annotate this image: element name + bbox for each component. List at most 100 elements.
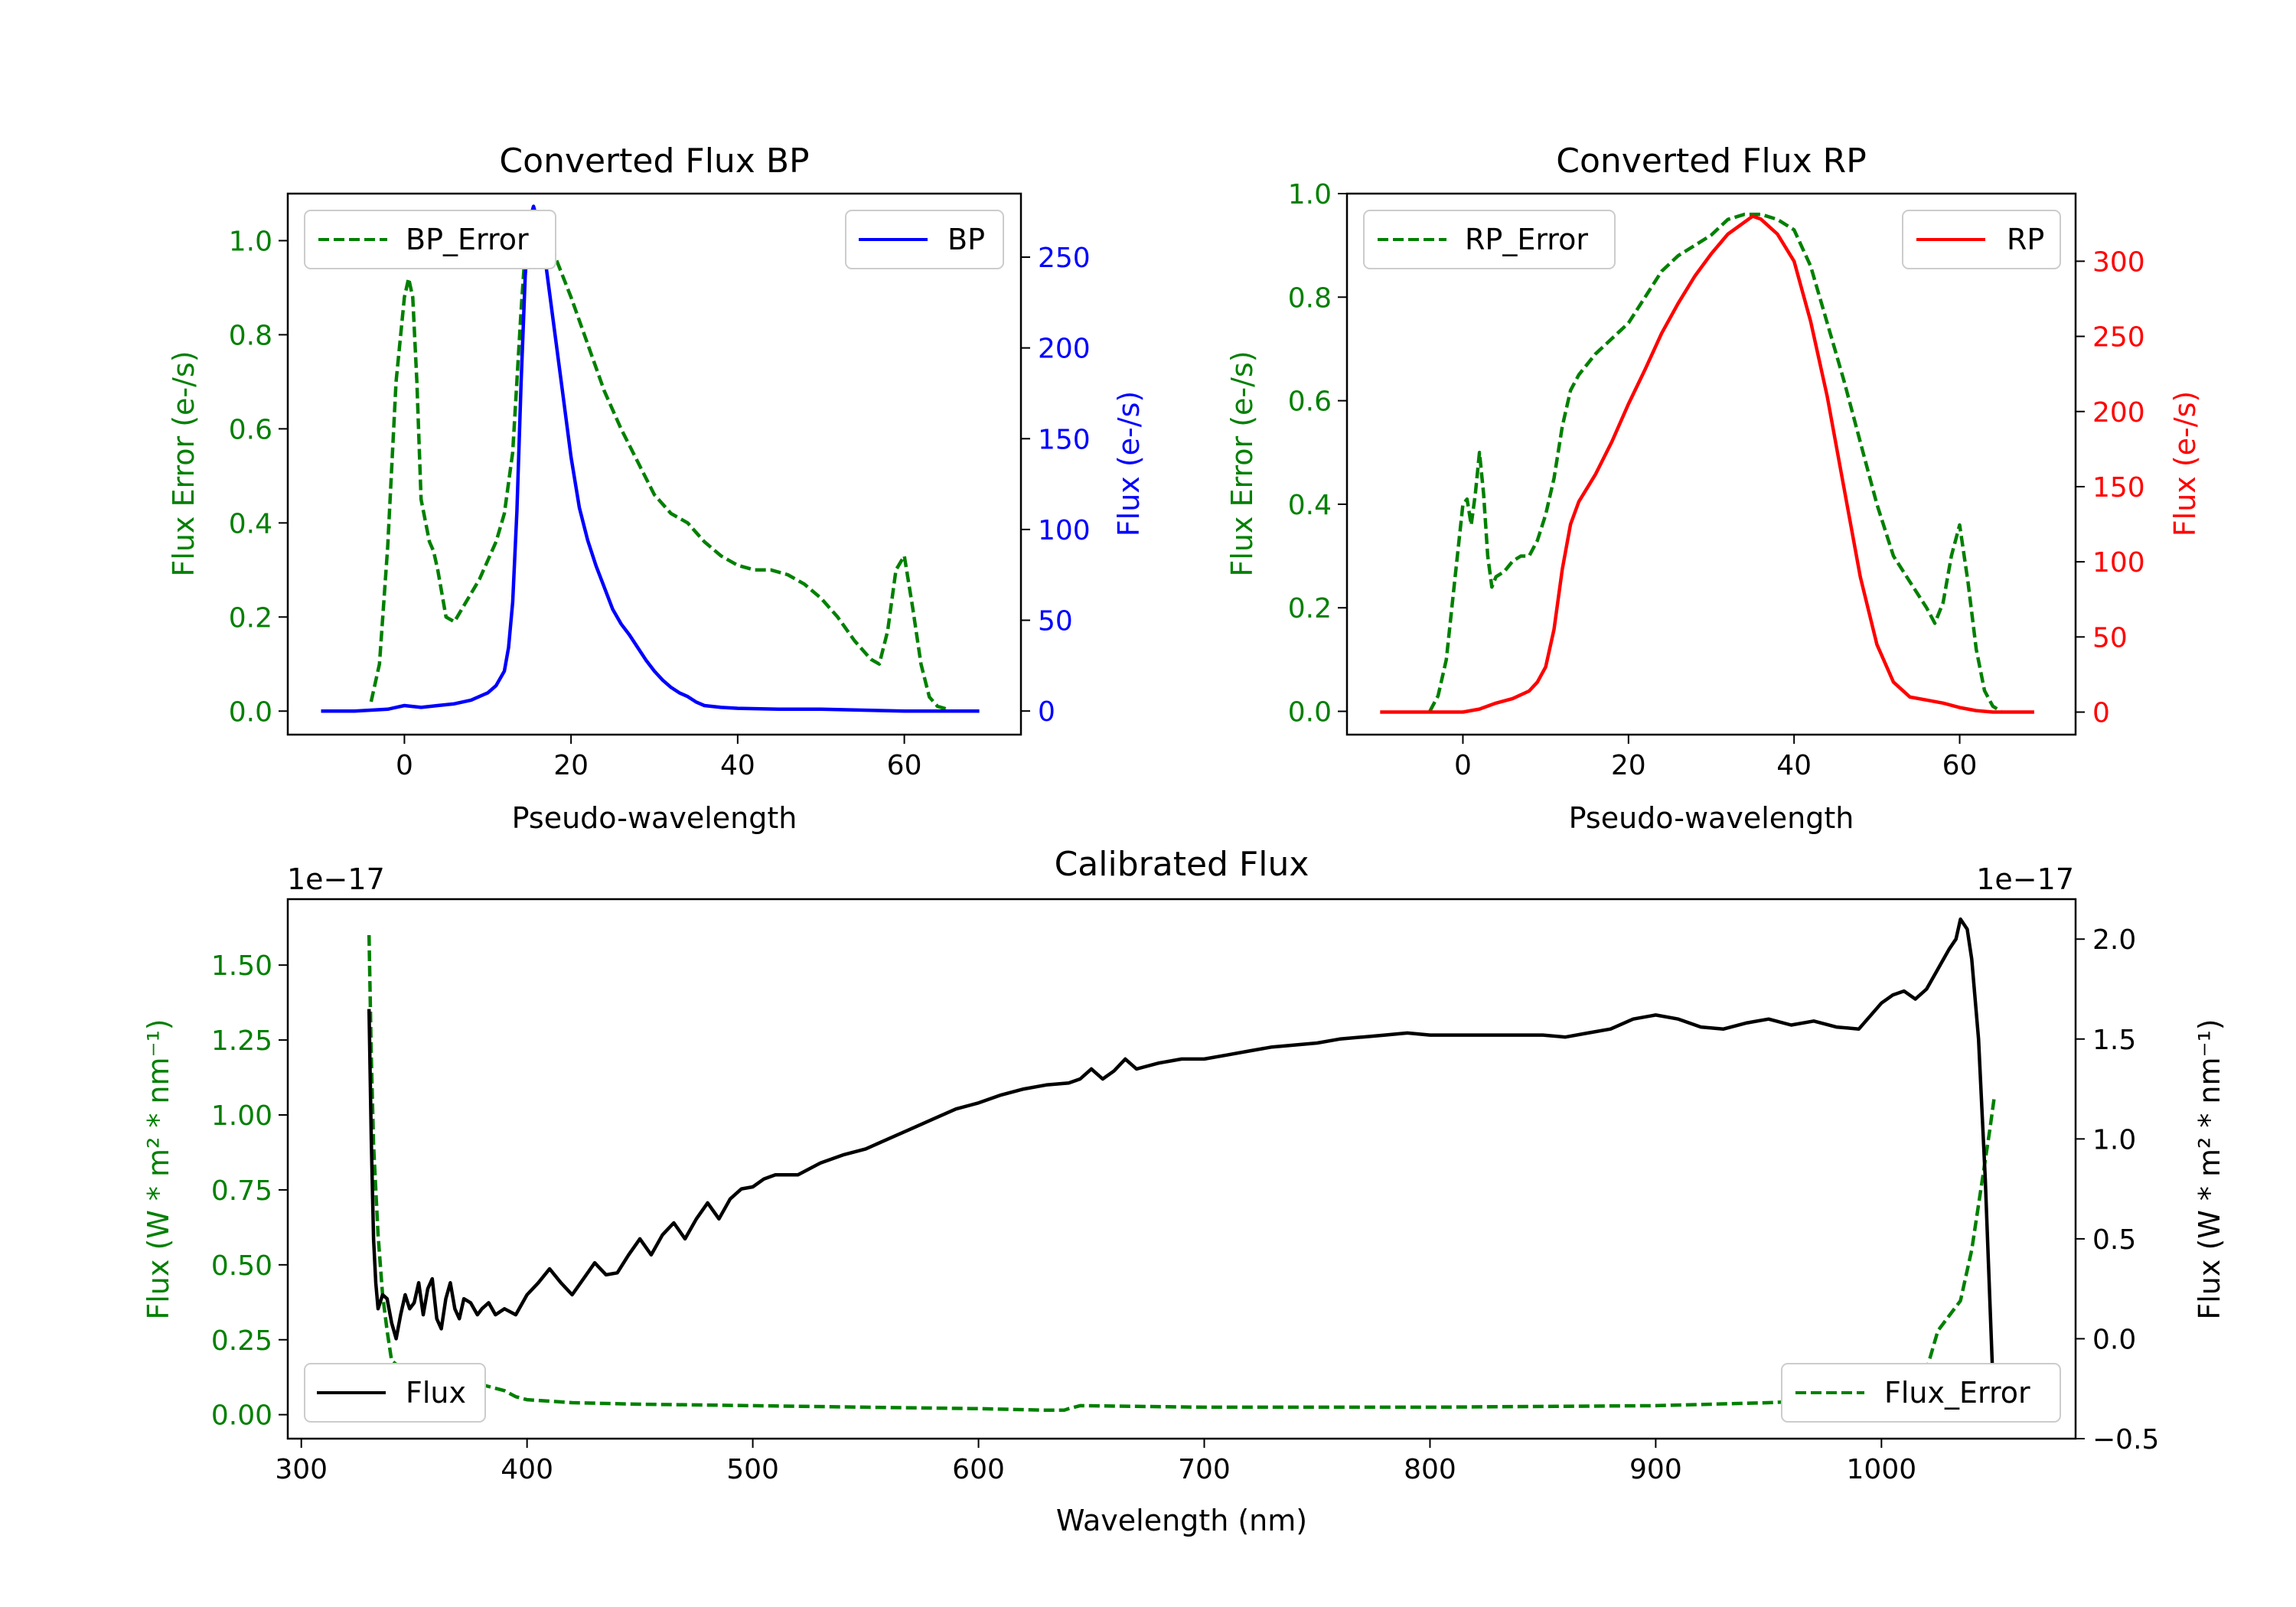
calibrated-ytick-right-label-3: 1.0 [2092, 1124, 2136, 1156]
calibrated-legend-flux: Flux [304, 1363, 486, 1423]
rp-legend-rp-label: RP [2007, 223, 2044, 256]
rp-ytick-right-label-1: 50 [2092, 622, 2128, 654]
calibrated-xtick-label-500: 500 [726, 1454, 779, 1485]
calibrated-xtick-label-800: 800 [1404, 1454, 1456, 1485]
calibrated-ytick-right-label-2: 0.5 [2092, 1224, 2136, 1256]
calibrated-series-flux [367, 917, 1997, 1419]
bp-series [321, 204, 980, 713]
rp-ytick-left-label-5: 1.0 [1288, 179, 1332, 210]
calibrated-ytick-right-label-4: 1.5 [2092, 1025, 2136, 1056]
bp-ytick-right-label-2: 100 [1038, 515, 1091, 546]
bp-xtick-label-40: 40 [720, 750, 755, 781]
rp-ytick-right-label-2: 100 [2092, 547, 2145, 579]
calibrated-xtick-label-900: 900 [1629, 1454, 1682, 1485]
rp-ytick-left-label-3: 0.6 [1288, 386, 1332, 418]
rp-panel: Converted Flux RP 0 20 40 60 0.0 0.2 0.4 0.6 0.8… [1225, 142, 2202, 835]
rp-series-rp-error [1428, 212, 2002, 713]
rp-series [1380, 212, 2034, 714]
calibrated-ytick-left-label-2: 0.50 [211, 1250, 272, 1282]
rp-legend-error: RP_Error [1363, 210, 1616, 269]
rp-ytick-left-label-4: 0.8 [1288, 282, 1332, 314]
calibrated-ytick-left-label-5: 1.25 [211, 1025, 272, 1057]
calibrated-legend-flux-box [304, 1363, 486, 1423]
calibrated-ytick-left-label-0: 0.00 [211, 1400, 272, 1432]
calibrated-x-axis-label: Wavelength (nm) [1056, 1504, 1307, 1537]
bp-title: Converted Flux BP [499, 142, 809, 181]
rp-x-axis-label: Pseudo-wavelength [1569, 801, 1854, 835]
bp-legend-bp: BP [845, 210, 1004, 269]
bp-ytick-right-label-3: 150 [1038, 424, 1091, 455]
rp-legend-rp: RP [1902, 210, 2061, 269]
rp-ytick-left-label-0: 0.0 [1288, 697, 1332, 729]
bp-xtick-label-0: 0 [396, 750, 413, 781]
calibrated-xtick-label-1000: 1000 [1847, 1454, 1917, 1485]
calibrated-ytick-left-label-3: 0.75 [211, 1175, 272, 1207]
rp-ytick-right-label-4: 200 [2092, 397, 2145, 429]
calibrated-legend-error-label: Flux_Error [1884, 1376, 2030, 1410]
calibrated-legend-flux-label: Flux [406, 1376, 466, 1410]
bp-y-axis-label-left: Flux Error (e-/s) [167, 350, 201, 576]
bp-xtick-label-60: 60 [887, 750, 922, 781]
calibrated-ytick-left-label-6: 1.50 [211, 950, 272, 982]
rp-y-axis-label-right: Flux (e-/s) [2168, 391, 2202, 536]
bp-ytick-left-label-0: 0.0 [229, 696, 272, 728]
bp-panel: Converted Flux BP 0 20 40 60 0.0 0.2 0.4 0.6 0.8… [167, 142, 1146, 835]
rp-title: Converted Flux RP [1556, 142, 1867, 181]
bp-ytick-right-label-0: 0 [1038, 696, 1055, 728]
rp-y-axis-label-left: Flux Error (e-/s) [1225, 350, 1259, 576]
rp-axes: 0 20 40 60 0.0 0.2 0.4 0.6 0.8 1.0 0 50 100 150 200 250… [1288, 179, 2145, 781]
bp-ytick-left-label-5: 1.0 [229, 226, 272, 257]
rp-legend-error-label: RP_Error [1465, 223, 1588, 256]
calibrated-xtick-label-300: 300 [275, 1454, 328, 1485]
calibrated-xtick-label-700: 700 [1178, 1454, 1231, 1485]
bp-ytick-left-label-3: 0.6 [229, 414, 272, 445]
bp-ytick-right-label-4: 200 [1038, 334, 1091, 365]
bp-ytick-left-label-4: 0.8 [229, 320, 272, 351]
calibrated-xtick-label-600: 600 [952, 1454, 1005, 1485]
rp-xtick-label-20: 20 [1611, 750, 1646, 781]
calibrated-y-axis-label-right: Flux (W * m² * nm⁻¹) [2193, 1019, 2226, 1319]
rp-ytick-right-label-5: 250 [2092, 322, 2145, 354]
calibrated-ytick-right-label-5: 2.0 [2092, 924, 2136, 956]
bp-ytick-right-label-1: 50 [1038, 606, 1073, 637]
bp-series-bp-error [369, 229, 947, 711]
calibrated-title: Calibrated Flux [1055, 845, 1309, 884]
rp-xtick-label-0: 0 [1454, 750, 1472, 781]
calibrated-axes: 300 400 500 600 700 800 900 1000 0.00 0.25 0.50 0.7… [211, 898, 2159, 1485]
bp-ytick-left-label-2: 0.4 [229, 508, 272, 539]
rp-ytick-left-label-2: 0.4 [1288, 490, 1332, 521]
calibrated-offset-right: 1e−17 [1976, 862, 2074, 896]
rp-legend-error-box [1363, 210, 1616, 269]
rp-xtick-label-40: 40 [1776, 750, 1812, 781]
bp-frame [286, 192, 1022, 736]
calibrated-offset-left: 1e−17 [287, 862, 385, 896]
calibrated-panel: Calibrated Flux 1e−17 1e−17 300 400 500 600… [142, 845, 2226, 1537]
bp-plot-area: 0 20 40 60 0.0 0.2 0.4 0.6 0.8 1.0 0 50 100 150 200 250 [229, 192, 1091, 781]
calibrated-ytick-left-label-4: 1.00 [211, 1100, 272, 1132]
calibrated-legend-error-box [1781, 1363, 2061, 1423]
rp-ytick-right-label-6: 300 [2092, 246, 2145, 278]
calibrated-legend-error: Flux_Error [1781, 1363, 2061, 1423]
calibrated-ytick-right-label-1: 0.0 [2092, 1324, 2136, 1355]
bp-legend-error: BP_Error [304, 210, 556, 269]
bp-series-bp [321, 204, 980, 713]
rp-ytick-right-label-0: 0 [2092, 698, 2110, 729]
calibrated-ytick-left-label-1: 0.25 [211, 1325, 272, 1357]
bp-y-axis-label-right: Flux (e-/s) [1112, 391, 1146, 536]
bp-ytick-right-label-5: 250 [1038, 243, 1091, 274]
calibrated-frame [286, 898, 2077, 1440]
bp-ytick-left-label-1: 0.2 [229, 602, 272, 634]
calibrated-y-axis-label-left: Flux (W * m² * nm⁻¹) [142, 1019, 175, 1319]
rp-xtick-label-60: 60 [1942, 750, 1978, 781]
bp-xtick-label-20: 20 [553, 750, 589, 781]
bp-legend-bp-label: BP [947, 223, 985, 256]
calibrated-ytick-right-label-0: −0.5 [2092, 1424, 2159, 1455]
rp-ytick-left-label-1: 0.2 [1288, 593, 1332, 624]
bp-axes: 0 20 40 60 0.0 0.2 0.4 0.6 0.8 1.0 0 50 100 150 200 250 [229, 192, 1091, 781]
bp-x-axis-label: Pseudo-wavelength [512, 801, 797, 835]
bp-legend-error-box [304, 210, 556, 269]
rp-ytick-right-label-3: 150 [2092, 472, 2145, 504]
bp-legend-error-label: BP_Error [406, 223, 529, 256]
calibrated-xtick-label-400: 400 [501, 1454, 553, 1485]
rp-plot-area: 0 20 40 60 0.0 0.2 0.4 0.6 0.8 1.0 0 50 100 150 200 250… [1288, 179, 2145, 781]
